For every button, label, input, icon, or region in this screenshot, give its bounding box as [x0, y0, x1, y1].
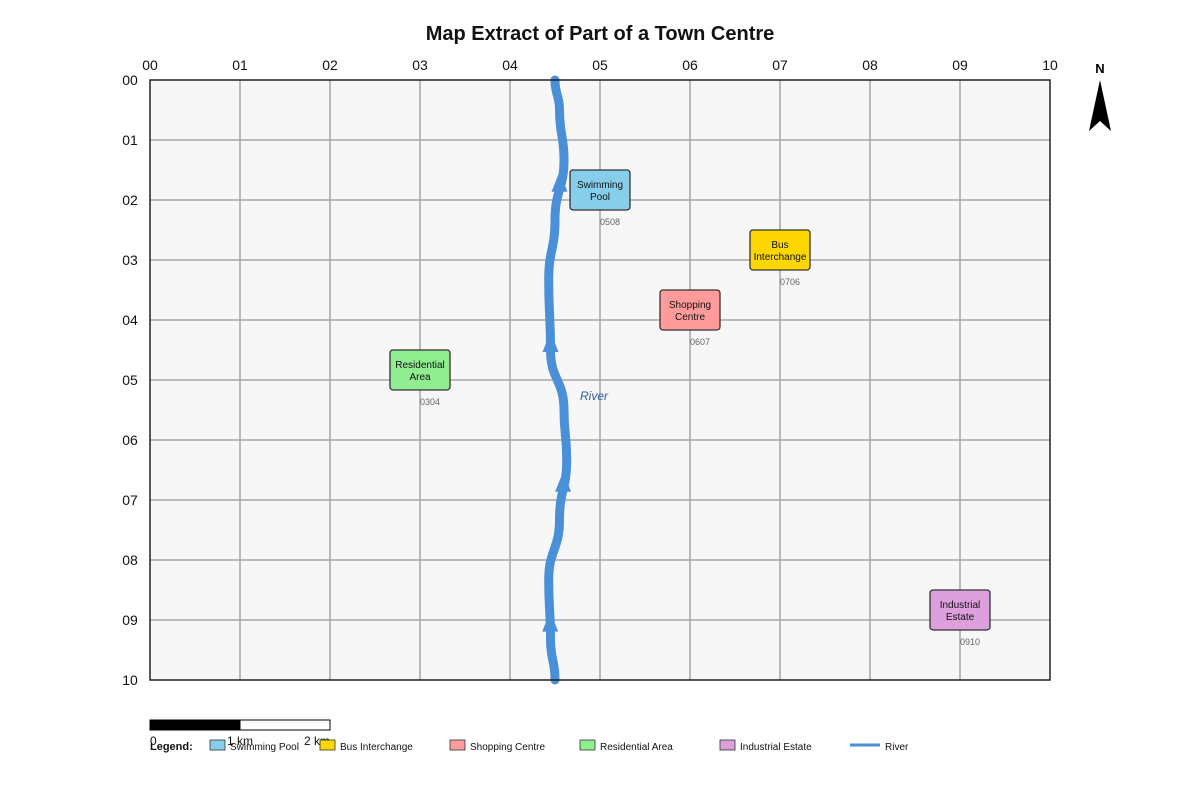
legend-title: Legend: — [150, 741, 193, 753]
easting-label-07: 07 — [772, 57, 788, 73]
legend-label: Bus Interchange — [340, 742, 413, 753]
north-label: N — [1095, 61, 1104, 76]
legend-item-residential-area: Residential Area — [579, 739, 673, 753]
residential-area-label: Residential — [395, 360, 444, 371]
northing-label-10: 10 — [122, 672, 138, 688]
residential-area-label: Area — [409, 372, 431, 383]
shopping-centre-box — [659, 289, 721, 331]
legend-label: Swimming Pool — [230, 742, 299, 753]
legend-item-shopping-centre: Shopping Centre — [449, 739, 545, 753]
swimming-pool-label: Swimming — [577, 180, 623, 191]
scale-label-0: 0 — [150, 734, 157, 748]
legend-label: Shopping Centre — [470, 742, 545, 753]
easting-label-01: 01 — [232, 57, 248, 73]
shopping-centre-label: Shopping — [669, 300, 711, 311]
north-arrow-icon — [1089, 80, 1111, 131]
swimming-pool-label: Pool — [590, 192, 610, 203]
river-line — [544, 75, 572, 685]
industrial-estate-label: Estate — [946, 612, 975, 623]
easting-labels: 00 01 02 03 04 05 06 07 08 09 10 — [142, 57, 1058, 73]
northing-label-01: 01 — [122, 132, 138, 148]
industrial-estate-grid-ref: 0910 — [960, 637, 980, 647]
legend-swatch — [449, 739, 466, 751]
scale-label-1km: 1 km — [227, 734, 253, 748]
scale-bar-white-segment — [239, 719, 331, 731]
shopping-centre-label: Centre — [675, 312, 705, 323]
legend-item-river: River — [850, 742, 909, 753]
bus-interchange-label: Bus — [771, 240, 788, 251]
easting-label-02: 02 — [322, 57, 338, 73]
swimming-pool-grid-ref: 0508 — [600, 217, 620, 227]
northing-label-08: 08 — [122, 552, 138, 568]
legend-label: Industrial Estate — [740, 742, 812, 753]
river-flow-arrow-icon — [542, 611, 559, 632]
north-arrow: N — [1089, 61, 1111, 131]
river — [542, 75, 572, 685]
industrial-estate-box — [929, 589, 991, 631]
legend-item-industrial-estate: Industrial Estate — [719, 739, 812, 753]
swimming-pool-box — [569, 169, 631, 211]
bus-interchange-label: Interchange — [754, 252, 807, 263]
map-border — [149, 79, 1051, 681]
northing-label-03: 03 — [122, 252, 138, 268]
river-flow-arrow-icon — [542, 332, 559, 352]
industrial-estate-label: Industrial — [940, 600, 981, 611]
legend-label: Residential Area — [600, 742, 673, 753]
easting-label-00: 00 — [142, 57, 158, 73]
northing-label-09: 09 — [122, 612, 138, 628]
legend-item-bus-interchange: Bus Interchange — [319, 739, 413, 753]
northing-label-07: 07 — [122, 492, 138, 508]
legend-swatch — [579, 739, 596, 751]
legend: Legend: Swimming Pool Bus Interchange Shop… — [150, 739, 909, 753]
bus-interchange-box — [749, 229, 811, 271]
easting-label-09: 09 — [952, 57, 968, 73]
northing-label-06: 06 — [122, 432, 138, 448]
northing-label-02: 02 — [122, 192, 138, 208]
legend-label: River — [885, 742, 909, 753]
northing-labels: 00 01 02 03 04 05 06 07 08 09 10 — [122, 72, 138, 688]
residential-area-box — [389, 349, 451, 391]
easting-label-03: 03 — [412, 57, 428, 73]
river-flow-arrow-icon — [551, 171, 568, 192]
northing-label-00: 00 — [122, 72, 138, 88]
easting-label-10: 10 — [1042, 57, 1058, 73]
map-title: Map Extract of Part of a Town Centre — [426, 23, 775, 45]
river-label: River — [580, 389, 609, 403]
legend-swatch — [319, 739, 336, 751]
northing-label-05: 05 — [122, 372, 138, 388]
easting-label-06: 06 — [682, 57, 698, 73]
easting-label-08: 08 — [862, 57, 878, 73]
easting-label-05: 05 — [592, 57, 608, 73]
scale-bar-black-segment — [149, 719, 241, 731]
river-flow-arrow-icon — [555, 471, 572, 492]
bus-interchange-grid-ref: 0706 — [780, 277, 800, 287]
northing-label-04: 04 — [122, 312, 138, 328]
easting-label-04: 04 — [502, 57, 518, 73]
legend-swatch — [719, 739, 736, 751]
shopping-centre-grid-ref: 0607 — [690, 337, 710, 347]
legend-item-swimming-pool: Swimming Pool — [209, 739, 299, 753]
residential-area-grid-ref: 0304 — [420, 397, 440, 407]
legend-swatch — [209, 739, 226, 751]
